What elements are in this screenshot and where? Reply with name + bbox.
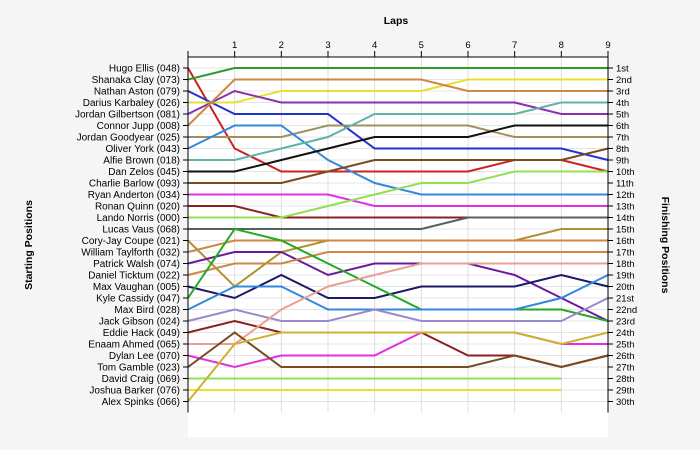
start-position-label: William Taylforth (032) [81, 248, 180, 259]
start-position-label: Shanaka Clay (073) [92, 75, 180, 86]
series-line [187, 78, 608, 127]
finish-position-label: 18th [616, 259, 635, 270]
start-position-label: Dan Zelos (045) [108, 167, 180, 178]
start-position-label: Max Vaughan (005) [93, 282, 180, 293]
finish-position-label: 23rd [616, 317, 635, 328]
finish-position-label: 20th [616, 282, 635, 293]
start-position-label: Lando Norris (000) [97, 213, 180, 224]
finish-position-label: 24th [616, 328, 635, 339]
lap-tick-label: 7 [512, 40, 517, 51]
start-position-label: Alfie Brown (018) [103, 156, 180, 167]
start-position-label: Max Bird (028) [114, 305, 180, 316]
finish-position-label: 13th [616, 202, 635, 213]
series-line [188, 147, 609, 184]
y-axis-title-right: Finishing Positions [659, 197, 671, 294]
finish-position-label: 29th [616, 386, 635, 397]
series-line [188, 170, 608, 219]
series-line [188, 124, 608, 173]
finish-position-label: 1st [616, 64, 629, 75]
lap-tick-label: 9 [605, 40, 610, 51]
finish-position-label: 2nd [616, 75, 632, 86]
finish-position-label: 27th [616, 363, 635, 374]
finish-position-label: 8th [616, 144, 629, 155]
lap-tick-label: 2 [279, 40, 284, 51]
finish-position-label: 3rd [616, 87, 630, 98]
finish-position-label: 25th [616, 340, 635, 351]
series-line [187, 274, 609, 311]
start-position-label: Jack Gibson (024) [99, 317, 180, 328]
series-line [187, 251, 609, 322]
finish-position-label: 5th [616, 110, 629, 121]
finish-position-label: 7th [616, 133, 629, 144]
series-line [187, 331, 609, 403]
start-position-label: Ronan Quinn (020) [95, 202, 180, 213]
finish-position-label: 9th [616, 156, 629, 167]
finish-position-label: 14th [616, 213, 635, 224]
start-position-label: Connor Jupp (008) [97, 121, 180, 132]
finish-position-label: 12th [616, 190, 635, 201]
start-position-label: Daniel Ticktum (022) [88, 271, 180, 282]
lap-tick-label: 6 [465, 40, 470, 51]
finish-position-label: 30th [616, 397, 635, 408]
start-position-label: Nathan Aston (079) [94, 87, 180, 98]
finish-position-label: 6th [616, 121, 629, 132]
finish-position-label: 15th [616, 225, 635, 236]
finish-position-label: 17th [616, 248, 635, 259]
start-position-label: Kyle Cassidy (047) [96, 294, 180, 305]
start-position-label: Jordan Gilbertson (081) [75, 110, 180, 121]
start-position-label: Jordan Goodyear (025) [77, 133, 180, 144]
start-position-label: Patrick Walsh (074) [93, 259, 180, 270]
start-position-label: Alex Spinks (066) [102, 397, 180, 408]
finish-position-label: 28th [616, 374, 635, 385]
series-line [187, 251, 608, 276]
y-axis-title-left: Starting Positions [23, 200, 35, 290]
finish-position-label: 4th [616, 98, 629, 109]
start-position-label: Oliver York (043) [106, 144, 180, 155]
lap-tick-label: 8 [559, 40, 564, 51]
lap-tick-label: 5 [419, 40, 424, 51]
series-line [188, 216, 608, 230]
series-line [187, 239, 608, 253]
series-line [187, 67, 608, 81]
start-position-label: Ryan Anderton (034) [88, 190, 180, 201]
start-position-label: Lucas Vaus (068) [102, 225, 180, 236]
start-position-label: Tom Gamble (023) [97, 363, 180, 374]
start-position-label: Eddie Hack (049) [103, 328, 180, 339]
finish-position-label: 16th [616, 236, 635, 247]
start-position-label: Enaam Ahmed (065) [88, 340, 180, 351]
lap-tick-label: 3 [325, 40, 330, 51]
series-line [187, 331, 609, 369]
start-position-label: Darius Karbaley (026) [83, 98, 180, 109]
series-line [188, 124, 608, 138]
finish-position-label: 22nd [616, 305, 637, 316]
start-position-label: Joshua Barker (076) [89, 386, 180, 397]
finish-position-label: 19th [616, 271, 635, 282]
finish-position-label: 21st [616, 294, 634, 305]
series-line [187, 227, 609, 322]
start-position-label: Cory-Jay Coupe (021) [82, 236, 180, 247]
start-position-label: David Craig (069) [102, 374, 180, 385]
lap-tick-label: 4 [372, 40, 377, 51]
series-line [188, 193, 608, 207]
start-position-label: Charlie Barlow (093) [89, 179, 180, 190]
finish-position-label: 26th [616, 351, 635, 362]
start-position-label: Hugo Ellis (048) [109, 64, 180, 75]
finish-position-label: 11th [616, 179, 634, 190]
series-line [187, 90, 609, 161]
x-axis-title: Laps [384, 15, 409, 27]
finish-position-label: 10th [616, 167, 635, 178]
start-position-label: Dylan Lee (070) [109, 351, 180, 362]
lap-tick-label: 1 [232, 40, 237, 51]
series-line [187, 297, 609, 322]
plot-background [188, 57, 608, 437]
series-line [188, 101, 608, 161]
series-line [188, 262, 608, 345]
